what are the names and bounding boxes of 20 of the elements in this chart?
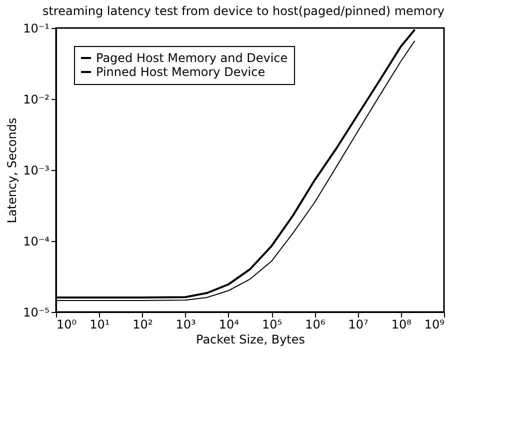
y-axis-title: Latency, Seconds [5, 118, 20, 224]
x-tick-label: 10⁰ [56, 318, 77, 332]
x-tick-label: 10⁹ [424, 318, 445, 332]
x-tick-label: 10³ [176, 318, 196, 332]
legend-label: Paged Host Memory and Device [96, 51, 288, 65]
legend-label: Pinned Host Memory Device [96, 65, 266, 79]
x-tick-label: 10⁸ [391, 318, 412, 332]
x-tick-label: 10¹ [90, 318, 110, 332]
y-tick-label: 10⁻¹ [23, 22, 50, 36]
chart-title: streaming latency test from device to host(paged/pinned) memory [42, 4, 444, 18]
y-tick-label: 10⁻³ [23, 164, 50, 178]
x-tick-label: 10⁵ [262, 318, 282, 332]
y-tick-label: 10⁻⁵ [23, 306, 50, 320]
x-tick-label: 10⁶ [305, 318, 326, 332]
x-axis-title: Packet Size, Bytes [196, 332, 306, 346]
y-tick-label: 10⁻⁴ [23, 234, 50, 248]
y-tick-label: 10⁻² [23, 92, 50, 106]
x-tick-label: 10² [132, 318, 153, 332]
x-tick-label: 10⁷ [348, 318, 368, 332]
x-tick-label: 10⁴ [218, 318, 240, 332]
